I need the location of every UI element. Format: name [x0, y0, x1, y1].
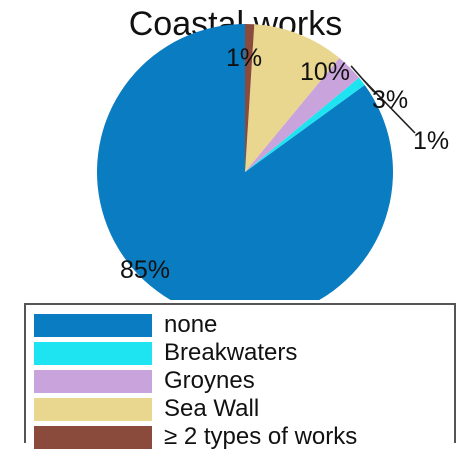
slice-percent-label: 1% [413, 127, 449, 155]
legend-swatch [34, 397, 152, 421]
slice-percent-label: 1% [226, 44, 262, 72]
legend-item: Groynes [34, 369, 255, 393]
pie-slice-2-types-of-works [245, 23, 255, 172]
legend-label: none [164, 311, 218, 338]
pie-callouts [350, 65, 416, 134]
legend-swatch [34, 425, 152, 449]
leader-line [350, 65, 375, 93]
pie-slice-groynes [245, 57, 360, 172]
legend: none Breakwaters Groynes Sea Wall ≥ 2 types … [24, 303, 456, 449]
pie-slice-breakwaters [245, 77, 365, 172]
legend-swatch [34, 341, 152, 365]
legend-item: Sea Wall [34, 397, 259, 421]
pie-slice-none [96, 24, 393, 300]
slice-percent-label: 3% [372, 86, 408, 114]
legend-label: Groynes [164, 367, 255, 394]
legend-swatch [34, 313, 152, 337]
legend-label: Breakwaters [164, 339, 298, 366]
legend-item: Breakwaters [34, 341, 297, 365]
legend-item: ≥ 2 types of works [34, 425, 357, 449]
legend-label: ≥ 2 types of works [164, 423, 358, 450]
legend-label: Sea Wall [164, 395, 260, 422]
legend-item: none [34, 313, 217, 337]
pie-slices [96, 23, 393, 300]
pie-slice-sea-wall [245, 24, 340, 172]
legend-swatch [34, 369, 152, 393]
pie-chart: 85%1%3%10%1% [96, 23, 449, 300]
slice-percent-label: 85% [120, 256, 170, 284]
slice-percent-label: 10% [300, 58, 350, 86]
pie-labels: 85%1%3%10%1% [120, 44, 449, 284]
